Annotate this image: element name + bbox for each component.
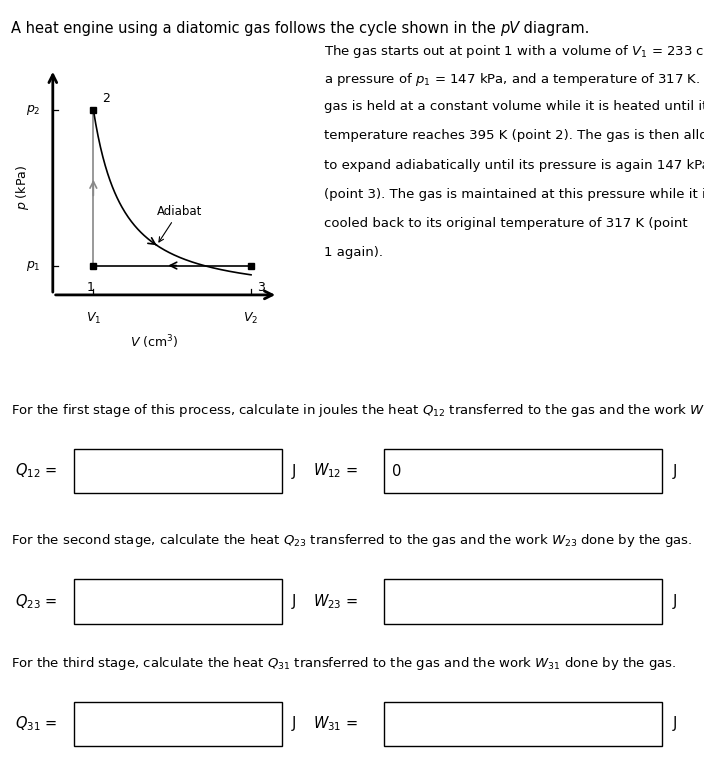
FancyBboxPatch shape [74,449,282,493]
Text: J: J [292,716,296,732]
Text: For the first stage of this process, calculate in joules the heat $Q_{12}$ trans: For the first stage of this process, cal… [11,402,704,419]
Text: $Q_{12}$ =: $Q_{12}$ = [15,462,58,480]
FancyBboxPatch shape [384,449,662,493]
Text: cooled back to its original temperature of 317 K (point: cooled back to its original temperature … [324,217,688,230]
Text: pV: pV [500,21,519,37]
Text: (point 3). The gas is maintained at this pressure while it is: (point 3). The gas is maintained at this… [324,188,704,201]
Text: J: J [672,716,677,732]
Text: J: J [292,463,296,479]
Text: 1: 1 [87,281,95,294]
Text: J: J [672,463,677,479]
FancyBboxPatch shape [384,579,662,624]
FancyBboxPatch shape [74,579,282,624]
Text: to expand adiabatically until its pressure is again 147 kPa: to expand adiabatically until its pressu… [324,159,704,172]
Text: $Q_{31}$ =: $Q_{31}$ = [15,715,58,733]
Text: $V_2$: $V_2$ [244,311,258,326]
Text: $W_{12}$ =: $W_{12}$ = [313,462,358,480]
Text: gas is held at a constant volume while it is heated until its: gas is held at a constant volume while i… [324,100,704,113]
Text: diagram.: diagram. [519,21,589,37]
Text: temperature reaches 395 K (point 2). The gas is then allowed: temperature reaches 395 K (point 2). The… [324,129,704,142]
Text: 2: 2 [102,92,111,105]
Text: For the third stage, calculate the heat $Q_{31}$ transferred to the gas and the : For the third stage, calculate the heat … [11,655,676,672]
Text: For the second stage, calculate the heat $Q_{23}$ transferred to the gas and the: For the second stage, calculate the heat… [11,532,692,549]
Text: $W_{31}$ =: $W_{31}$ = [313,715,358,733]
Text: 0: 0 [392,463,401,479]
FancyBboxPatch shape [74,702,282,746]
Text: $p_1$: $p_1$ [26,259,40,273]
Text: J: J [292,594,296,609]
Text: $V$ (cm$^3$): $V$ (cm$^3$) [130,333,178,351]
Text: $p_2$: $p_2$ [26,103,40,116]
Text: 3: 3 [257,281,265,294]
Text: a pressure of $p_1$ = 147 kPa, and a temperature of 317 K. The: a pressure of $p_1$ = 147 kPa, and a tem… [324,71,704,88]
Text: J: J [672,594,677,609]
Text: $p$ (kPa): $p$ (kPa) [14,165,31,210]
FancyBboxPatch shape [384,702,662,746]
Text: $W_{23}$ =: $W_{23}$ = [313,592,358,611]
Text: $V_1$: $V_1$ [86,311,101,326]
Text: Adiabat: Adiabat [156,205,202,242]
Text: 1 again).: 1 again). [324,246,383,259]
Text: The gas starts out at point 1 with a volume of $V_1$ = 233 cm$^3$,: The gas starts out at point 1 with a vol… [324,42,704,62]
Text: $Q_{23}$ =: $Q_{23}$ = [15,592,58,611]
Text: A heat engine using a diatomic gas follows the cycle shown in the: A heat engine using a diatomic gas follo… [11,21,500,37]
